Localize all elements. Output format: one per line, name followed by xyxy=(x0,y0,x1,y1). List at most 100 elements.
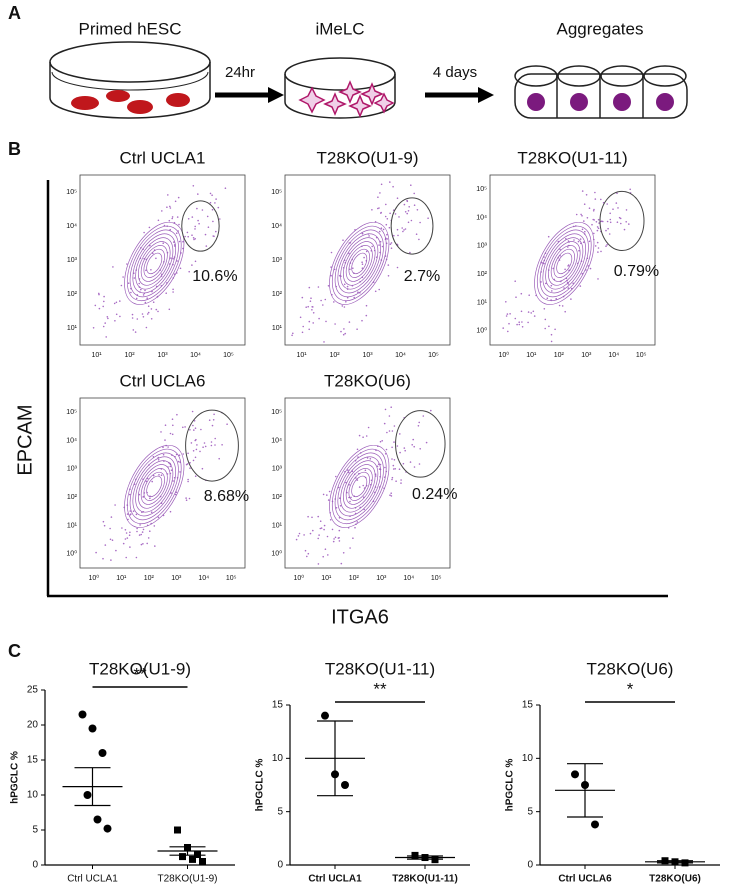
event-dot xyxy=(379,440,382,443)
error-bar xyxy=(657,860,693,864)
event-dot xyxy=(345,481,347,484)
event-dot xyxy=(389,494,391,497)
event-dot xyxy=(136,530,138,533)
event-dot xyxy=(109,538,112,541)
event-dot xyxy=(202,446,204,449)
event-dot xyxy=(322,304,324,306)
event-dot xyxy=(165,292,167,295)
event-dot xyxy=(378,207,380,209)
event-dot xyxy=(224,187,227,189)
event-dot xyxy=(527,321,529,324)
event-dot xyxy=(368,235,370,237)
event-dot xyxy=(320,299,322,302)
contours xyxy=(502,188,632,343)
event-dot xyxy=(390,495,393,497)
event-dot xyxy=(136,527,138,530)
contour xyxy=(536,225,592,302)
event-dot xyxy=(327,285,330,287)
event-dot xyxy=(104,322,106,324)
y-axis-label: hPGCLC % xyxy=(255,759,266,812)
event-dot xyxy=(136,318,139,320)
significance: ** xyxy=(373,679,387,698)
event-dot xyxy=(158,474,160,476)
data-point xyxy=(571,770,579,779)
event-dot xyxy=(349,547,351,549)
event-dot xyxy=(530,312,532,314)
y-tick-label: 10⁴ xyxy=(271,223,282,230)
event-dot xyxy=(111,539,114,541)
data-point xyxy=(93,815,102,824)
y-tick-label: 10³ xyxy=(67,257,78,264)
event-dot xyxy=(605,245,607,247)
event-dot xyxy=(396,228,399,231)
event-dot xyxy=(594,245,597,247)
event-dot xyxy=(219,218,221,220)
event-dot xyxy=(515,296,517,299)
x-tick-label: 10⁵ xyxy=(428,352,439,359)
event-dot xyxy=(589,267,592,270)
event-dot xyxy=(208,419,211,422)
event-dot xyxy=(130,291,132,294)
y-tick-label: 10³ xyxy=(67,466,78,473)
data-point xyxy=(199,858,206,865)
event-dot xyxy=(591,223,593,226)
event-dot xyxy=(207,226,210,228)
event-dot xyxy=(396,266,399,269)
step-label: Primed hESC xyxy=(79,19,182,38)
event-dot xyxy=(564,268,566,271)
event-dot xyxy=(200,428,202,431)
event-dot xyxy=(377,207,379,210)
event-dot xyxy=(585,194,588,196)
event-dot xyxy=(154,545,156,547)
event-dot xyxy=(417,425,420,427)
y-tick-label: 10¹ xyxy=(272,325,283,332)
event-dot xyxy=(168,219,171,222)
event-dot xyxy=(317,537,320,540)
event-dot xyxy=(324,548,327,550)
event-dot xyxy=(310,297,312,300)
y-tick-label: 5 xyxy=(32,825,38,836)
error-bar xyxy=(567,763,603,818)
event-dot xyxy=(214,437,216,440)
event-dot xyxy=(212,220,214,223)
event-dot xyxy=(418,463,421,465)
event-dot xyxy=(612,208,614,210)
event-dot xyxy=(366,457,369,459)
event-dot xyxy=(430,409,432,412)
event-dot xyxy=(570,298,572,300)
event-dot xyxy=(192,237,195,239)
event-dot xyxy=(371,209,373,211)
event-dot xyxy=(404,449,407,452)
event-dot xyxy=(150,269,152,271)
event-dot xyxy=(352,537,354,539)
event-dot xyxy=(377,196,379,198)
data-point xyxy=(103,824,112,833)
event-dot xyxy=(326,535,329,538)
event-dot xyxy=(330,274,332,277)
event-dot xyxy=(600,250,602,253)
event-dot xyxy=(173,241,175,243)
event-dot xyxy=(114,320,116,322)
event-dot xyxy=(410,219,413,222)
contour xyxy=(548,241,581,286)
event-dot xyxy=(193,238,195,241)
y-tick-label: 10⁰ xyxy=(476,327,487,335)
event-dot xyxy=(182,240,184,243)
event-dot xyxy=(317,515,320,518)
event-dot xyxy=(129,531,131,534)
event-dot xyxy=(141,313,144,315)
event-dot xyxy=(217,206,220,209)
event-dot xyxy=(527,311,530,313)
event-dot xyxy=(191,264,193,266)
event-dot xyxy=(192,185,195,187)
event-dot xyxy=(160,431,162,433)
plot-title: T28KO(U1-11) xyxy=(517,148,627,167)
event-dot xyxy=(122,542,125,545)
event-dot xyxy=(339,505,342,507)
y-tick-label: 10³ xyxy=(477,243,488,250)
gate-percent: 10.6% xyxy=(192,268,237,285)
event-dot xyxy=(505,315,508,317)
contour xyxy=(132,233,177,294)
event-dot xyxy=(559,248,561,251)
event-dot xyxy=(358,486,361,488)
